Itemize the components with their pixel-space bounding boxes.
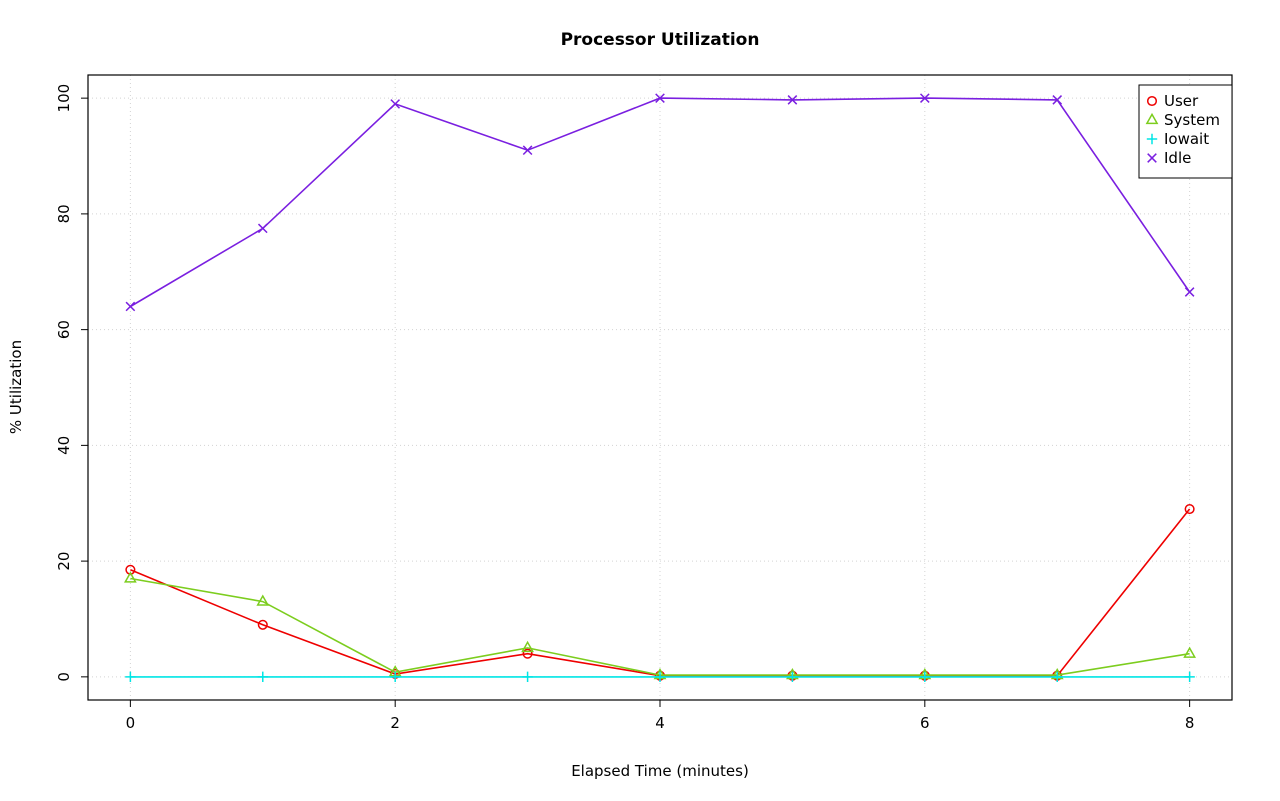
data-point-user xyxy=(1184,503,1195,515)
data-point-idle xyxy=(1052,95,1063,105)
data-point-system xyxy=(521,640,534,653)
legend-marker-iowait xyxy=(1146,133,1158,145)
y-tick-label: 0 xyxy=(55,672,73,682)
data-point-iowait xyxy=(654,671,666,683)
data-point-idle xyxy=(655,93,665,103)
y-tick-label: 40 xyxy=(55,436,73,455)
legend-label-system: System xyxy=(1164,111,1220,129)
data-point-idle xyxy=(522,145,533,156)
data-point-idle xyxy=(919,93,930,103)
chart-title: Processor Utilization xyxy=(560,30,760,50)
data-point-system xyxy=(123,571,137,583)
series-line-user xyxy=(130,508,1191,677)
data-point-iowait xyxy=(522,671,533,683)
data-point-iowait xyxy=(1052,671,1063,683)
legend-label-iowait: Iowait xyxy=(1164,130,1209,148)
x-tick-label: 2 xyxy=(390,714,400,732)
data-point-user xyxy=(257,619,268,630)
legend-label-idle: Idle xyxy=(1164,149,1191,167)
x-axis-label: Elapsed Time (minutes) xyxy=(571,762,749,780)
data-point-user xyxy=(522,648,533,659)
data-point-iowait xyxy=(787,671,798,683)
data-point-idle xyxy=(125,301,136,312)
x-tick-label: 6 xyxy=(920,714,930,732)
x-tick-label: 8 xyxy=(1185,714,1195,732)
data-point-iowait xyxy=(1184,671,1195,683)
data-point-system xyxy=(256,594,270,606)
data-point-idle xyxy=(1184,287,1195,297)
x-tick-label: 0 xyxy=(126,714,136,732)
legend-marker-system xyxy=(1145,112,1159,125)
legend-marker-idle xyxy=(1147,153,1157,163)
data-point-idle xyxy=(257,223,268,234)
y-tick-label: 100 xyxy=(55,84,73,113)
y-tick-label: 60 xyxy=(55,320,73,339)
legend-box xyxy=(1138,84,1233,179)
data-point-iowait xyxy=(257,671,268,683)
series-line-system xyxy=(130,577,1190,676)
x-tick-label: 4 xyxy=(655,714,665,732)
y-axis-label: % Utilization xyxy=(7,339,25,435)
legend-marker-user xyxy=(1146,95,1158,107)
y-tick-label: 80 xyxy=(55,204,73,223)
data-point-system xyxy=(1183,646,1197,658)
data-point-idle xyxy=(390,99,401,109)
data-point-iowait xyxy=(389,671,401,683)
data-point-iowait xyxy=(125,671,136,683)
plot-border xyxy=(87,74,1233,701)
data-point-iowait xyxy=(919,671,931,683)
legend-label-user: User xyxy=(1164,92,1199,110)
data-point-idle xyxy=(787,95,798,105)
y-tick-label: 20 xyxy=(55,552,73,571)
